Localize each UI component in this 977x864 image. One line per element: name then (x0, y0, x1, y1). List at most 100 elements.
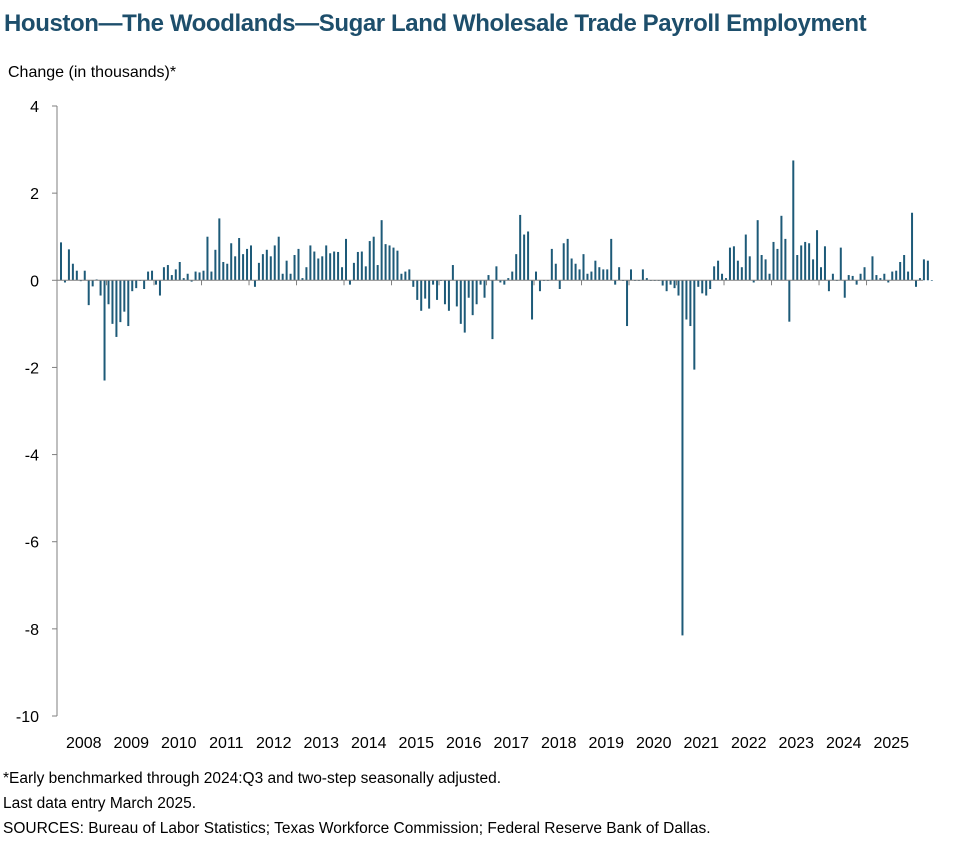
bar (780, 215, 783, 281)
bar (158, 280, 161, 296)
x-tick-label: 2009 (113, 735, 149, 752)
bar (285, 260, 288, 281)
bar (677, 280, 680, 296)
bar (903, 255, 906, 281)
x-tick-label: 2011 (209, 735, 244, 752)
bar (273, 245, 276, 281)
bar (614, 280, 617, 285)
x-tick-label: 2008 (66, 735, 102, 752)
bar (345, 238, 347, 281)
bar (321, 256, 324, 281)
bar (368, 241, 371, 281)
bar (570, 258, 573, 281)
bar (515, 254, 518, 281)
y-tick-label: -4 (25, 448, 39, 465)
bar (60, 242, 62, 281)
y-axis: 4 2 0 -2 -4 -6 -8 -10 (16, 99, 58, 726)
bar (891, 271, 894, 281)
bar (879, 278, 882, 281)
bar (380, 220, 383, 281)
bar (115, 280, 118, 337)
bar (135, 280, 138, 289)
x-tick-label: 2013 (303, 735, 339, 752)
bar (475, 280, 478, 305)
bar (598, 267, 601, 281)
bar (364, 266, 367, 281)
bar (804, 241, 807, 281)
bar (63, 280, 66, 283)
x-tick-label: 2023 (778, 735, 814, 752)
bar (301, 278, 304, 281)
bar (143, 280, 146, 289)
bar (875, 275, 878, 281)
bar (930, 280, 933, 281)
bar (123, 280, 126, 312)
bar (728, 247, 731, 281)
bar (269, 256, 272, 281)
bar (796, 255, 799, 281)
bar (717, 260, 720, 281)
bar (119, 280, 122, 323)
bar (412, 280, 415, 287)
bar (681, 280, 684, 636)
bar (820, 267, 822, 281)
y-tick-label: 0 (30, 273, 39, 290)
bar (372, 236, 375, 281)
bar (566, 238, 569, 281)
bar (922, 259, 925, 281)
bar (578, 269, 581, 281)
bar (190, 280, 193, 282)
bar (87, 280, 90, 306)
bar (590, 271, 593, 281)
bar (792, 160, 795, 281)
bar (210, 271, 213, 281)
x-tick-label: 2024 (826, 735, 862, 752)
bar (776, 248, 779, 281)
y-tick-label: -10 (16, 709, 39, 726)
bar (843, 280, 846, 298)
bar (151, 270, 154, 281)
bar (83, 270, 86, 281)
bar (360, 251, 363, 281)
bar (170, 275, 173, 281)
bar (127, 280, 130, 327)
bar (455, 280, 458, 307)
bar (768, 273, 771, 281)
bar (511, 271, 514, 281)
bar (186, 273, 189, 281)
x-tick-label: 2019 (588, 735, 624, 752)
bar (436, 280, 439, 300)
bar (226, 263, 229, 281)
bar (808, 243, 811, 281)
bar (265, 249, 268, 281)
bar (325, 245, 328, 281)
bar (531, 280, 534, 320)
bar (899, 261, 902, 281)
bar (610, 238, 613, 281)
bar (887, 280, 890, 283)
bar (487, 275, 490, 281)
chart-title: Houston—The Woodlands—Sugar Land Wholesa… (4, 10, 867, 37)
bar (535, 271, 537, 281)
bar (538, 280, 541, 292)
bar (424, 280, 427, 299)
bar (831, 273, 834, 281)
bar (800, 245, 803, 281)
bar (198, 272, 201, 281)
bar (760, 255, 763, 281)
bar (234, 256, 237, 281)
bar (71, 263, 74, 281)
bar (713, 266, 716, 281)
bar (174, 269, 177, 281)
bar (281, 273, 284, 281)
bar (736, 260, 739, 281)
x-tick-label: 2020 (636, 735, 672, 752)
bar (744, 234, 747, 281)
bar (855, 280, 858, 285)
bar (503, 280, 506, 285)
bar (491, 280, 494, 340)
x-tick-label: 2016 (446, 735, 482, 752)
bar (709, 280, 712, 289)
bar (293, 255, 296, 281)
bar (701, 280, 704, 294)
